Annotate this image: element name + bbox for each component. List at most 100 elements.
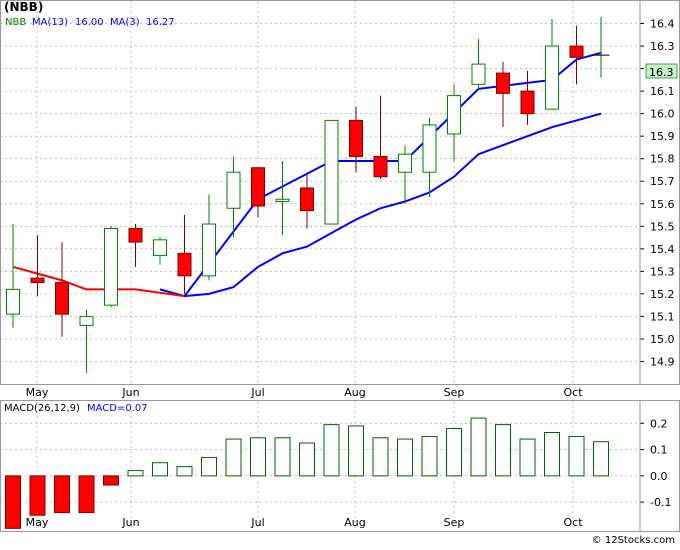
candle [496,61,510,128]
candle [545,19,559,110]
macd-bar [397,438,413,477]
candle [55,242,69,337]
price-tick-label: 15.6 [650,198,675,211]
price-tick-label: 16.1 [650,85,675,98]
macd-tick-label: 0.0 [650,470,668,483]
macd-panel-frame [0,400,680,532]
candle-body [447,95,461,135]
price-tick-label: 15.7 [650,175,675,188]
candle [569,25,584,85]
ma3-segment [478,78,553,90]
macd-bar [274,437,291,477]
candle [251,167,265,218]
candle [275,160,290,236]
candle-body [300,187,314,212]
legend-symbol: NBB [5,17,26,28]
candle [153,237,167,265]
legend-ma3-value: 16.27 [146,17,175,28]
chart-title: (NBB) [4,0,43,14]
candle [520,70,535,125]
ma13-line-layer [159,112,602,298]
price-tick-label: 15.5 [650,220,675,233]
macd-bar [299,442,315,477]
candle [447,84,461,161]
price-tick-label: 15.8 [650,153,675,166]
macd-month-label: Jun [121,516,139,529]
candle-body [177,252,192,277]
macd-bar [568,435,585,477]
price-month-label: Sep [444,386,465,399]
candle [349,106,363,173]
last-price-badge [645,63,678,79]
candle [592,16,610,78]
macd-bars-layer [5,417,609,529]
macd-bar [127,470,144,477]
legend-ma13-label: MA(13) [32,17,68,28]
macd-bar [250,437,266,477]
macd-legend-value: MACD=0.07 [87,403,148,414]
price-month-label: Oct [563,386,583,399]
price-tick-label: 15.2 [650,288,675,301]
legend-ma3-label: MA(3) [110,17,140,28]
candle [422,118,437,198]
candle [300,172,314,229]
macd-bar [176,466,193,477]
price-tick-label: 14.9 [650,355,675,368]
macd-tick-label: 0.1 [650,444,668,457]
macd-bar [29,475,46,516]
macd-month-labels: May Jun Jul Aug Sep Oct [26,516,584,529]
candle-body [471,63,486,85]
macd-bar [544,432,560,477]
macd-bar [323,424,340,477]
candle [373,95,388,179]
candle-body [202,223,216,277]
price-tick-label: 16.4 [650,18,675,31]
macd-bar [421,435,438,477]
candle [324,119,339,225]
macd-bar [201,456,217,477]
macd-bar [78,475,95,514]
macd-bar [348,425,364,477]
candle-body [128,228,143,243]
price-tick-label: 15.4 [650,243,675,256]
macd-month-label: Sep [444,516,465,529]
ma13-line [159,112,602,298]
candle-body [545,45,559,110]
macd-month-label: Aug [344,516,365,529]
price-month-label: May [26,386,49,399]
price-month-labels: May Jun Jul Aug Sep Oct [26,386,584,399]
price-month-label: Jun [121,386,139,399]
candles-layer [6,16,610,373]
candle-body [324,119,339,225]
ma3-segment [135,288,185,298]
footer-copyright: © 12Stocks.com [592,535,675,546]
price-tick-label: 15.9 [650,130,675,143]
candle-body [30,277,45,284]
macd-legend-label: MACD(26,12,9) [4,403,80,414]
price-tick-label: 15.1 [650,310,675,323]
macd-bar [5,475,21,529]
macd-tick-label: -0.1 [650,496,671,509]
price-tick-label: 16.0 [650,108,675,121]
price-tick-label: 15.3 [650,265,675,278]
macd-bar [152,462,168,477]
ma3-segment [576,51,602,61]
ma3-segment [404,88,480,162]
candle-body [275,198,290,203]
macd-tick-label: 0.2 [650,417,668,430]
price-month-label: Aug [344,386,365,399]
candle-body [496,72,510,94]
ma3-segment [257,160,332,201]
price-panel-frame [0,0,680,385]
candle [30,235,45,297]
candle [104,226,118,308]
last-price-label: 16.3 [649,66,674,79]
ma3-segment [37,272,63,282]
macd-bar [225,438,242,477]
candle-body [55,282,69,315]
macd-month-label: May [26,516,49,529]
candle-body [520,90,535,115]
price-tick-label: 16.3 [650,40,675,53]
